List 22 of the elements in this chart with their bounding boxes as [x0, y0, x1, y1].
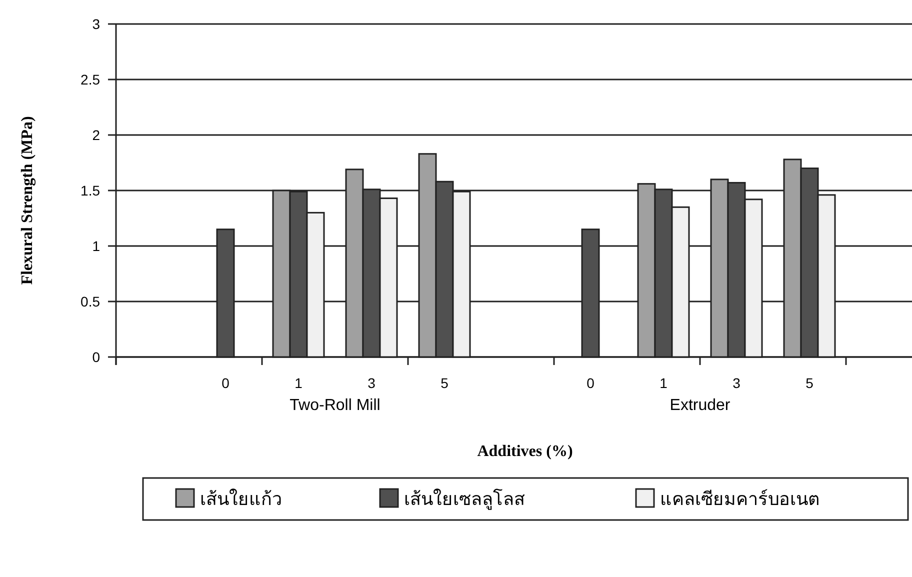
- x-tick-label: 0: [222, 375, 230, 391]
- y-tick-label: 1.5: [80, 182, 100, 198]
- legend-label: เส้นใยแก้ว: [200, 488, 282, 510]
- legend-label: แคลเซียมคาร์บอเนต: [660, 489, 820, 510]
- y-tick-label: 0.5: [80, 293, 100, 310]
- y-tick-label: 3: [92, 16, 100, 32]
- legend-label: เส้นใยเซลลูโลส: [404, 488, 525, 510]
- x-tick-label: 3: [732, 375, 741, 391]
- x-tick-label: 3: [368, 375, 376, 391]
- x-tick-label: 0: [586, 375, 595, 391]
- x-axis-title: Additives (%): [477, 443, 573, 460]
- y-tick-label: 2.5: [80, 71, 100, 88]
- y-axis-title: Flexural Strength (MPa): [19, 116, 36, 285]
- x-tick-label: 1: [660, 375, 668, 391]
- text: Two-Roll Mill: [290, 397, 380, 414]
- y-tick-label: 0: [92, 348, 100, 365]
- y-tick-label: 2: [92, 126, 100, 143]
- y-tick-label: 1: [92, 238, 100, 254]
- text: Extruder: [670, 397, 731, 414]
- x-tick-label: 5: [806, 375, 814, 391]
- x-tick-label: 1: [294, 375, 303, 391]
- x-tick-label: 5: [440, 375, 449, 391]
